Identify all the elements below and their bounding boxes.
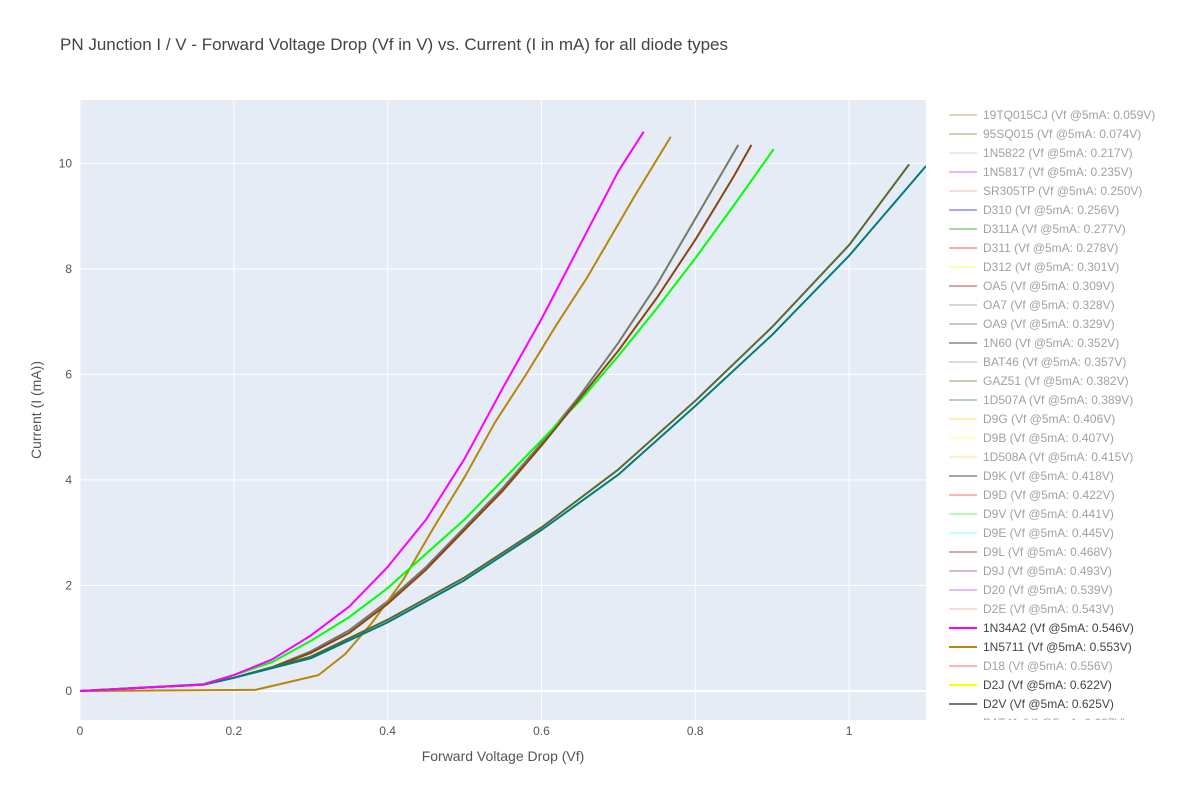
legend-label: 1N5817 (Vf @5mA: 0.235V)	[983, 165, 1133, 179]
legend-item[interactable]: D311 (Vf @5mA: 0.278V)	[949, 241, 1118, 255]
legend-item[interactable]: 1N5822 (Vf @5mA: 0.217V)	[949, 146, 1133, 160]
legend-item[interactable]: D9L (Vf @5mA: 0.468V)	[949, 545, 1112, 559]
legend-item[interactable]: BAT41 (Vf @5mA: 0.627V)	[949, 716, 1126, 730]
legend-label: D311A (Vf @5mA: 0.277V)	[983, 222, 1126, 236]
x-tick-label: 0.6	[533, 724, 550, 738]
legend-item[interactable]: D9B (Vf @5mA: 0.407V)	[949, 431, 1114, 445]
legend-item[interactable]: D18 (Vf @5mA: 0.556V)	[949, 659, 1113, 673]
legend-label: BAT41 (Vf @5mA: 0.627V)	[983, 716, 1126, 730]
legend-label: D311 (Vf @5mA: 0.278V)	[983, 241, 1118, 255]
legend-item[interactable]: D9D (Vf @5mA: 0.422V)	[949, 488, 1115, 502]
legend-item[interactable]: D312 (Vf @5mA: 0.301V)	[949, 260, 1119, 274]
x-tick-label: 0.2	[225, 724, 242, 738]
legend-label: OA7 (Vf @5mA: 0.328V)	[983, 298, 1115, 312]
legend-item[interactable]: D2V (Vf @5mA: 0.625V)	[949, 697, 1114, 711]
legend-item[interactable]: D9K (Vf @5mA: 0.418V)	[949, 469, 1114, 483]
legend-item[interactable]: SR305TP (Vf @5mA: 0.250V)	[949, 184, 1142, 198]
legend-label: OA5 (Vf @5mA: 0.309V)	[983, 279, 1115, 293]
legend-item[interactable]: 19TQ015CJ (Vf @5mA: 0.059V)	[949, 108, 1155, 122]
chart-title: PN Junction I / V - Forward Voltage Drop…	[60, 35, 728, 54]
legend-label: D18 (Vf @5mA: 0.556V)	[983, 659, 1113, 673]
legend-item[interactable]: D311A (Vf @5mA: 0.277V)	[949, 222, 1126, 236]
legend-item[interactable]: D9V (Vf @5mA: 0.441V)	[949, 507, 1114, 521]
legend-label: D9G (Vf @5mA: 0.406V)	[983, 412, 1115, 426]
series-line-1n34a2[interactable]	[80, 131, 645, 692]
legend-item[interactable]: OA9 (Vf @5mA: 0.329V)	[949, 317, 1115, 331]
legend-item[interactable]: 1N5817 (Vf @5mA: 0.235V)	[949, 165, 1133, 179]
x-tick-label: 0.4	[379, 724, 396, 738]
legend-label: OA9 (Vf @5mA: 0.329V)	[983, 317, 1115, 331]
legend-item[interactable]: GAZ51 (Vf @5mA: 0.382V)	[949, 374, 1129, 388]
legend-label: 1D507A (Vf @5mA: 0.389V)	[983, 393, 1133, 407]
legend-label: 19TQ015CJ (Vf @5mA: 0.059V)	[983, 108, 1155, 122]
y-axis-ticks: 0 2 4 6 8 10	[59, 156, 73, 698]
series-line-d9i-green[interactable]	[80, 148, 775, 692]
legend-label: 1N5822 (Vf @5mA: 0.217V)	[983, 146, 1133, 160]
legend-label: GAZ51 (Vf @5mA: 0.382V)	[983, 374, 1129, 388]
y-tick-label: 4	[65, 473, 72, 487]
legend-label: 1D508A (Vf @5mA: 0.415V)	[983, 450, 1133, 464]
legend-item[interactable]: OA5 (Vf @5mA: 0.309V)	[949, 279, 1115, 293]
legend-item[interactable]: D9J (Vf @5mA: 0.493V)	[949, 564, 1112, 578]
x-tick-label: 0	[77, 724, 84, 738]
legend-label: D312 (Vf @5mA: 0.301V)	[983, 260, 1119, 274]
series-line-1n5711[interactable]	[80, 136, 672, 692]
legend-item[interactable]: 95SQ015 (Vf @5mA: 0.074V)	[949, 127, 1141, 141]
legend-label: 95SQ015 (Vf @5mA: 0.074V)	[983, 127, 1141, 141]
y-tick-label: 10	[59, 156, 73, 170]
x-axis-ticks: 0 0.2 0.4 0.6 0.8 1	[77, 724, 853, 738]
legend-label: D9K (Vf @5mA: 0.418V)	[983, 469, 1114, 483]
x-tick-label: 0.8	[687, 724, 704, 738]
legend-item[interactable]: 1N5711 (Vf @5mA: 0.553V)	[949, 640, 1132, 654]
legend-item[interactable]: 1D507A (Vf @5mA: 0.389V)	[949, 393, 1133, 407]
legend-item[interactable]: OA7 (Vf @5mA: 0.328V)	[949, 298, 1115, 312]
legend-item[interactable]: D9G (Vf @5mA: 0.406V)	[949, 412, 1115, 426]
legend[interactable]: 19TQ015CJ (Vf @5mA: 0.059V) 95SQ015 (Vf @…	[949, 108, 1155, 730]
legend-label: D9L (Vf @5mA: 0.468V)	[983, 545, 1112, 559]
legend-label: D2V (Vf @5mA: 0.625V)	[983, 697, 1114, 711]
legend-label: D9E (Vf @5mA: 0.445V)	[983, 526, 1114, 540]
legend-item[interactable]: D20 (Vf @5mA: 0.539V)	[949, 583, 1113, 597]
legend-item[interactable]: D2E (Vf @5mA: 0.543V)	[949, 602, 1114, 616]
legend-item[interactable]: BAT46 (Vf @5mA: 0.357V)	[949, 355, 1126, 369]
series-layer	[80, 131, 926, 692]
legend-label: SR305TP (Vf @5mA: 0.250V)	[983, 184, 1142, 198]
x-tick-label: 1	[846, 724, 853, 738]
legend-label: D2E (Vf @5mA: 0.543V)	[983, 602, 1114, 616]
legend-label: D9J (Vf @5mA: 0.493V)	[983, 564, 1112, 578]
legend-label: BAT46 (Vf @5mA: 0.357V)	[983, 355, 1126, 369]
legend-label: D20 (Vf @5mA: 0.539V)	[983, 583, 1113, 597]
legend-label: D2J (Vf @5mA: 0.622V)	[983, 678, 1112, 692]
y-tick-label: 6	[65, 367, 72, 381]
legend-label: D9V (Vf @5mA: 0.441V)	[983, 507, 1114, 521]
y-tick-label: 8	[65, 262, 72, 276]
grid	[79, 100, 926, 720]
legend-item[interactable]: 1N60 (Vf @5mA: 0.352V)	[949, 336, 1119, 350]
x-axis-label: Forward Voltage Drop (Vf)	[422, 748, 585, 764]
y-tick-label: 0	[65, 684, 72, 698]
y-tick-label: 2	[65, 578, 72, 592]
legend-label: 1N5711 (Vf @5mA: 0.553V)	[983, 640, 1132, 654]
legend-label: D310 (Vf @5mA: 0.256V)	[983, 203, 1119, 217]
series-line-teal[interactable]	[80, 165, 926, 692]
legend-label: D9D (Vf @5mA: 0.422V)	[983, 488, 1115, 502]
legend-label: 1N60 (Vf @5mA: 0.352V)	[983, 336, 1119, 350]
legend-item[interactable]: 1N34A2 (Vf @5mA: 0.546V)	[949, 621, 1134, 635]
legend-item[interactable]: 1D508A (Vf @5mA: 0.415V)	[949, 450, 1133, 464]
legend-label: 1N34A2 (Vf @5mA: 0.546V)	[983, 621, 1134, 635]
legend-item[interactable]: D310 (Vf @5mA: 0.256V)	[949, 203, 1119, 217]
legend-item[interactable]: D9E (Vf @5mA: 0.445V)	[949, 526, 1114, 540]
legend-label: D9B (Vf @5mA: 0.407V)	[983, 431, 1114, 445]
legend-item[interactable]: D2J (Vf @5mA: 0.622V)	[949, 678, 1112, 692]
y-axis-label: Current (I (mA))	[28, 361, 44, 459]
